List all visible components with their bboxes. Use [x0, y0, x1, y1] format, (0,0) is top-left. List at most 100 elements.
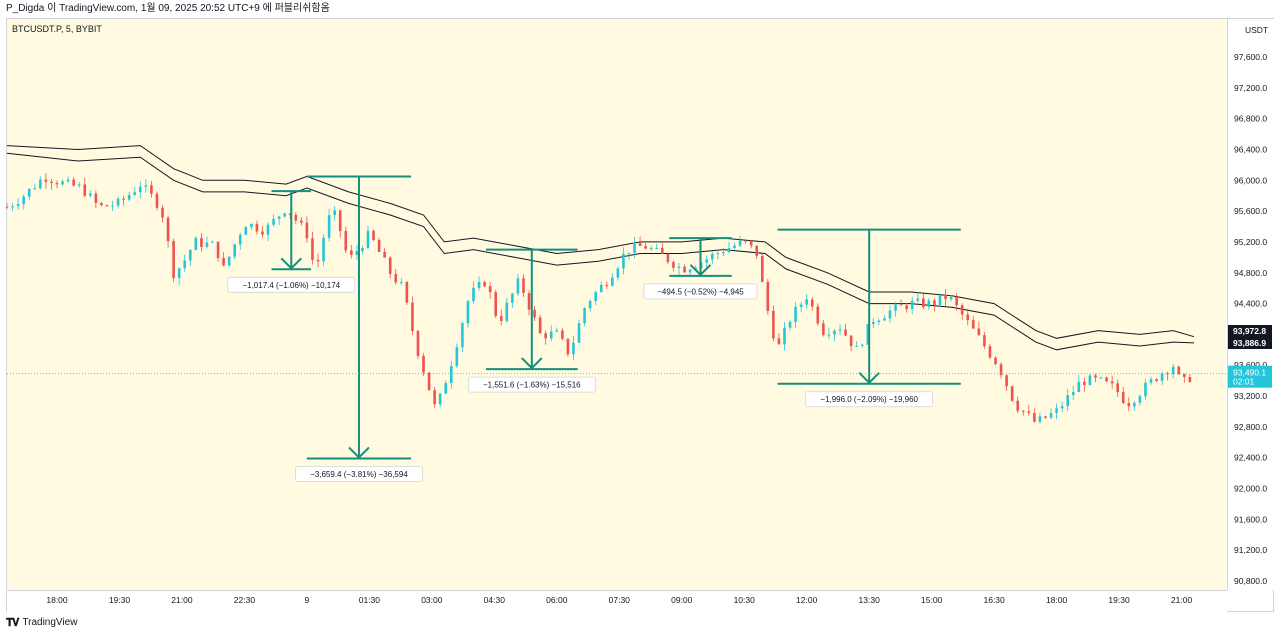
candle-body [833, 330, 836, 335]
candle [1155, 378, 1158, 383]
candle-body [444, 382, 448, 394]
price-range-measure[interactable]: −1,996.0 (−2.09%) −19,960 [777, 228, 961, 408]
candle [1077, 375, 1081, 393]
candle [449, 360, 453, 389]
candle [1166, 371, 1169, 381]
candle-body [1094, 375, 1097, 378]
candle [100, 201, 103, 207]
candle [1110, 375, 1114, 389]
countdown-label: 02:01 [1233, 377, 1255, 387]
candle-body [238, 234, 242, 245]
candle-body [466, 301, 470, 324]
candle [288, 213, 292, 219]
candle-body [133, 192, 137, 195]
candle [361, 245, 364, 255]
candle [916, 292, 920, 303]
candle-body [655, 247, 659, 249]
price-tick-label: 92,800.0 [1234, 422, 1267, 432]
price-tick-label: 95,200.0 [1234, 237, 1267, 247]
candle [139, 181, 142, 199]
candle-body [33, 188, 37, 190]
candle-body [255, 223, 259, 232]
candle-body [494, 292, 498, 316]
candle [511, 292, 514, 308]
candle [888, 305, 892, 324]
price-range-measure[interactable]: −1,551.6 (−1.63%) −15,516 [467, 248, 596, 393]
candle-body [805, 299, 808, 305]
candle-body [527, 293, 531, 310]
candle-body [27, 188, 31, 197]
candle-body [100, 202, 103, 206]
candle-body [522, 278, 525, 294]
candle-body [605, 284, 609, 286]
measure-label-box [805, 391, 934, 408]
candle-body [844, 329, 847, 336]
candle [188, 249, 192, 266]
price-tick-label: 93,600.0 [1234, 360, 1267, 370]
candle-body [139, 186, 142, 193]
candle-body [94, 193, 98, 203]
candle [483, 280, 486, 288]
candle-body [1027, 411, 1031, 413]
candle-body [883, 318, 886, 321]
candle-body [988, 346, 992, 358]
measure-label-box [295, 466, 423, 482]
candle [1138, 394, 1142, 406]
candle-body [994, 357, 997, 365]
candle [599, 281, 603, 293]
candle [527, 290, 531, 316]
price-range-measure[interactable]: −494.5 (−0.52%) −4,945 [643, 237, 758, 300]
price-axis[interactable] [1227, 19, 1274, 590]
candle [899, 299, 903, 306]
candle [227, 256, 231, 268]
candle [555, 327, 559, 333]
price-tag [1228, 325, 1272, 337]
time-tick-label: 18:00 [46, 595, 68, 605]
candle-body [455, 347, 459, 367]
candle [11, 203, 14, 211]
price-tick-label: 91,200.0 [1234, 545, 1267, 555]
candle-body [799, 304, 803, 307]
candle-body [577, 323, 581, 343]
candle-body [272, 218, 275, 225]
price-range-measure[interactable]: −3,659.4 (−3.81%) −36,594 [295, 175, 423, 482]
time-axis[interactable] [7, 590, 1227, 612]
candle-body [188, 249, 192, 261]
price-range-measure[interactable]: −1,017.4 (−1.06%) −10,174 [227, 190, 356, 293]
time-tick-label: 21:00 [1171, 595, 1193, 605]
candle [499, 309, 503, 326]
candle [161, 205, 164, 223]
plot-area[interactable] [7, 19, 1226, 590]
candle-body [338, 210, 342, 232]
time-tick-label: 22:30 [234, 595, 256, 605]
candle [738, 235, 742, 247]
candle-body [949, 296, 953, 300]
candle-body [983, 335, 986, 347]
candle-body [1049, 413, 1053, 418]
candle-body [1188, 377, 1192, 382]
candle-body [888, 310, 892, 319]
candle-body [544, 333, 547, 339]
candle-body [311, 238, 314, 260]
candle [661, 242, 664, 254]
candle-body [511, 293, 514, 303]
candle [522, 274, 525, 297]
candle-body [1005, 375, 1008, 387]
candle [72, 177, 75, 187]
candle [577, 319, 581, 344]
candle [827, 327, 831, 340]
candle-body [383, 251, 386, 258]
candle-body [433, 390, 436, 405]
candle-body [794, 306, 797, 322]
candle-body [472, 287, 475, 302]
candle-body [316, 259, 320, 262]
candle [105, 204, 109, 207]
candle-body [1044, 416, 1047, 418]
candle [910, 296, 914, 315]
candle-body [594, 292, 597, 302]
candle-body [1183, 374, 1186, 378]
candle [799, 301, 803, 313]
candle-body [838, 329, 842, 331]
candle-body [394, 273, 398, 283]
